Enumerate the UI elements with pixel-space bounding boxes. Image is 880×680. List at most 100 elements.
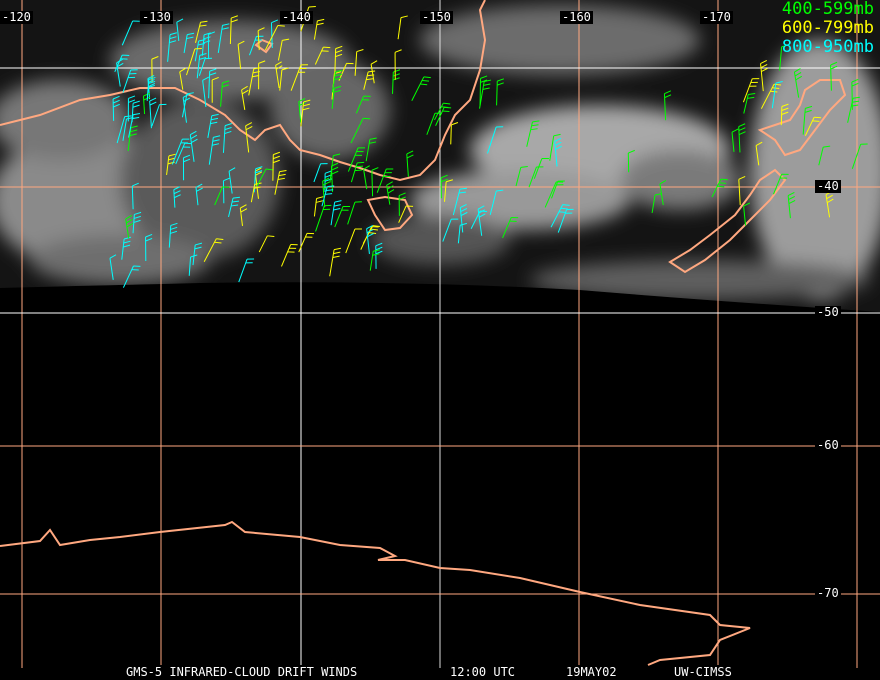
wind-barb xyxy=(131,182,139,210)
wind-barb xyxy=(122,265,141,288)
wind-barb xyxy=(780,103,789,126)
wind-barb xyxy=(256,168,273,187)
wind-barb xyxy=(743,93,756,114)
wind-barb xyxy=(528,166,544,188)
wind-barb xyxy=(502,216,519,239)
lon-label: -160 xyxy=(560,10,593,24)
new-zealand-north-island xyxy=(757,79,847,157)
wind-barb xyxy=(386,181,395,205)
wind-barb xyxy=(182,154,191,181)
wind-barb xyxy=(411,76,431,101)
wind-barb xyxy=(181,92,194,118)
wind-barb xyxy=(131,100,140,123)
lat-label: -60 xyxy=(815,438,841,452)
wind-barb xyxy=(208,135,221,165)
wind-barb xyxy=(237,40,245,70)
wind-barb xyxy=(851,143,868,169)
wind-barb xyxy=(363,70,376,90)
caption-bar: GMS-5 INFRARED-CLOUD DRIFT WINDS 12:00 U… xyxy=(0,664,880,680)
wind-barb xyxy=(554,137,562,167)
wind-barb xyxy=(334,205,351,228)
lat-label: -70 xyxy=(815,586,841,600)
legend-800-950: 800-950mb xyxy=(781,37,874,57)
wind-barb xyxy=(354,49,364,76)
lon-label: -130 xyxy=(140,10,173,24)
wind-barb xyxy=(185,47,202,76)
wind-barb xyxy=(270,19,279,49)
wind-barb xyxy=(125,215,134,239)
wind-barb xyxy=(804,116,822,136)
wind-barb xyxy=(313,196,324,217)
wind-barb xyxy=(329,153,341,183)
legend-400-599: 400-599mb xyxy=(781,0,874,19)
lat-label: -50 xyxy=(815,305,841,319)
wind-barb xyxy=(290,64,308,91)
wind-barb xyxy=(329,247,342,277)
lon-label: -120 xyxy=(0,10,33,24)
wind-barb xyxy=(526,120,540,147)
wind-barb xyxy=(549,133,561,161)
wind-barb xyxy=(738,123,746,153)
wind-barb xyxy=(167,32,177,62)
wind-barb xyxy=(258,60,266,90)
wind-barb xyxy=(651,193,662,213)
wind-barb xyxy=(793,68,803,98)
wind-barb xyxy=(173,186,181,208)
wind-barb xyxy=(771,81,783,109)
caption-source: UW-CIMSS xyxy=(674,665,732,679)
wind-barb xyxy=(779,44,789,71)
wind-barb xyxy=(557,208,574,233)
wind-barb xyxy=(802,105,813,135)
wind-barb xyxy=(315,204,332,232)
wind-barb xyxy=(171,138,190,165)
wind-barb xyxy=(369,249,381,271)
wind-barb xyxy=(321,185,335,207)
wind-barb xyxy=(370,60,378,84)
wind-barb xyxy=(207,31,216,60)
wind-barb xyxy=(350,161,365,183)
wind-barb xyxy=(217,23,230,54)
wind-barb xyxy=(663,90,672,121)
wind-barb xyxy=(145,233,153,262)
wind-barb xyxy=(279,67,289,91)
wind-barb xyxy=(207,113,219,138)
wind-barb xyxy=(496,78,505,106)
wind-barb xyxy=(257,27,265,51)
wind-barb xyxy=(281,244,298,267)
wind-barb xyxy=(371,167,379,197)
legend-600-799: 600-799mb xyxy=(781,18,874,38)
antarctica-coastline xyxy=(0,520,751,666)
wind-barb xyxy=(274,169,287,195)
wind-barb xyxy=(203,238,224,262)
wind-barb xyxy=(241,85,249,110)
wind-barb xyxy=(406,150,414,177)
lon-label: -170 xyxy=(700,10,733,24)
wind-barb xyxy=(222,122,232,153)
wind-barb xyxy=(398,192,406,216)
wind-barb xyxy=(394,49,402,80)
caption-date: 19MAY02 xyxy=(566,665,617,679)
wind-barb xyxy=(787,191,796,219)
wind-barb xyxy=(109,254,117,280)
wind-barb xyxy=(121,236,132,260)
wind-barb xyxy=(442,218,459,242)
wind-barb xyxy=(208,68,217,99)
wind-barb xyxy=(277,38,290,61)
caption-time: 12:00 UTC xyxy=(450,665,516,679)
wind-barb xyxy=(239,204,248,227)
wind-barb xyxy=(818,145,831,166)
wind-barb xyxy=(196,53,207,79)
wind-barb xyxy=(214,186,230,206)
wind-barb xyxy=(851,78,859,110)
wind-barb xyxy=(179,67,187,90)
wind-barb xyxy=(350,117,371,144)
wind-barb xyxy=(122,69,138,93)
wind-barb xyxy=(189,130,198,162)
wind-barb xyxy=(313,163,328,183)
wind-barb xyxy=(392,69,401,94)
wind-barb xyxy=(376,168,394,193)
wind-barb xyxy=(188,254,198,276)
wind-barb xyxy=(330,200,342,226)
wind-barb xyxy=(272,151,281,181)
